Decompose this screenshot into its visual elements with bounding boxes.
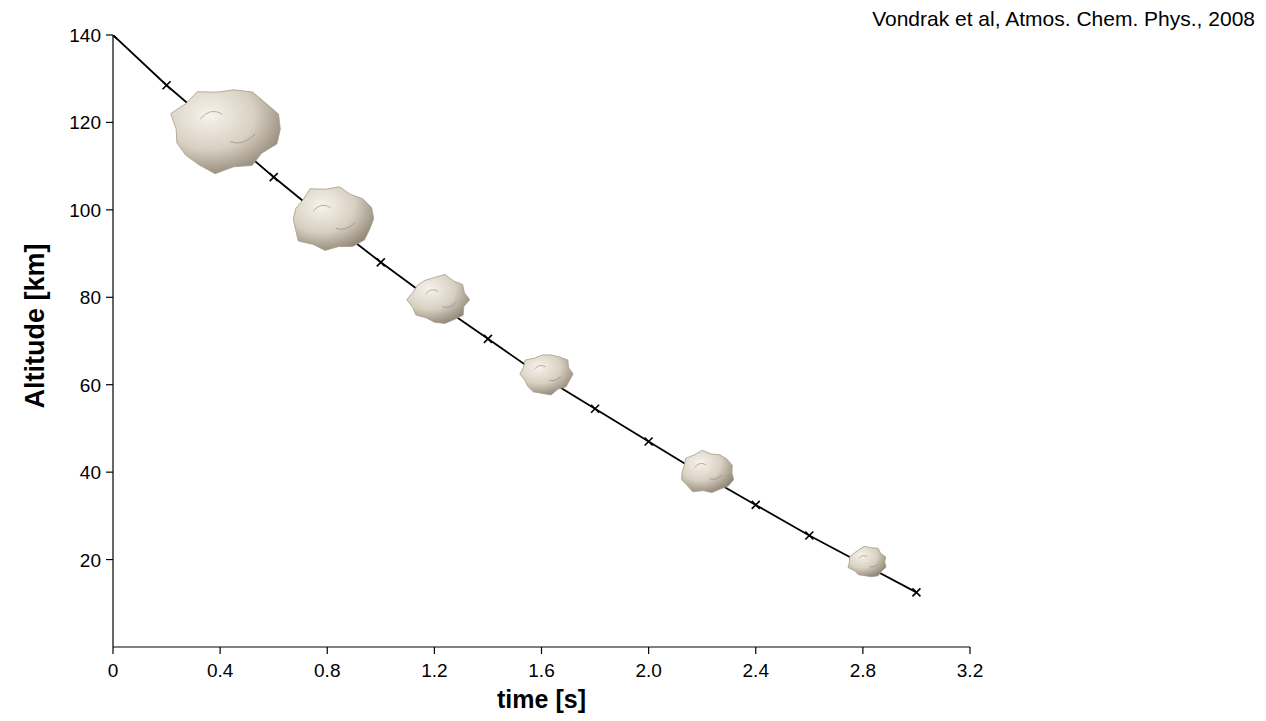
rock-texture xyxy=(336,223,355,230)
y-tick-label: 120 xyxy=(69,112,101,133)
data-marker xyxy=(270,173,278,181)
x-tick xyxy=(434,647,435,654)
data-marker xyxy=(645,438,653,446)
y-tick-label: 100 xyxy=(69,200,101,221)
rock-body xyxy=(407,275,470,324)
x-tick-label: 2.0 xyxy=(635,660,661,681)
rock-texture xyxy=(425,290,438,294)
x-tick-label: 0.4 xyxy=(207,660,234,681)
rock-texture xyxy=(695,463,706,467)
x-tick-label: 0.8 xyxy=(314,660,340,681)
y-tick xyxy=(106,34,113,35)
axes: 0 0.4 0.8 1.2 1.6 2.0 2.4 2.8 3.2 20 40 60 80 100 120 1… xyxy=(69,25,983,681)
data-line xyxy=(113,35,916,592)
y-tick xyxy=(106,209,113,210)
y-tick xyxy=(106,297,113,298)
data-marker xyxy=(377,258,385,266)
x-tick xyxy=(862,647,863,654)
rock-texture xyxy=(442,302,456,307)
data-marker xyxy=(484,335,492,343)
x-tick-label: 1.6 xyxy=(528,660,554,681)
data-marker xyxy=(805,532,813,540)
x-tick xyxy=(220,647,221,654)
x-tick-label: 1.2 xyxy=(421,660,447,681)
meteoroid-illustration xyxy=(682,450,734,492)
y-tick-label: 20 xyxy=(80,550,101,571)
y-tick xyxy=(106,384,113,385)
x-tick-label: 2.4 xyxy=(743,660,770,681)
x-tick-label: 2.8 xyxy=(850,660,876,681)
rock-texture xyxy=(549,376,561,380)
rock-body xyxy=(171,90,281,174)
y-tick-label: 140 xyxy=(69,25,101,46)
y-tick-label: 40 xyxy=(80,462,101,483)
rock-texture xyxy=(313,205,330,211)
x-tick-label: 3.2 xyxy=(957,660,983,681)
rock-texture xyxy=(710,475,723,479)
x-tick xyxy=(112,647,113,654)
rock-texture xyxy=(859,556,867,559)
x-tick xyxy=(969,647,970,654)
data-marker xyxy=(163,81,171,89)
plot-area xyxy=(113,35,920,596)
rock-body xyxy=(520,355,573,395)
y-tick xyxy=(106,122,113,123)
y-axis-title: Altitude [km] xyxy=(20,244,50,409)
y-tick xyxy=(106,472,113,473)
x-tick xyxy=(327,647,328,654)
rock-texture xyxy=(230,134,255,143)
y-axis-line xyxy=(112,35,113,647)
meteoroid-illustration xyxy=(293,187,373,251)
data-marker xyxy=(113,35,117,39)
annotation: Vondrak et al, Atmos. Chem. Phys., 2008 xyxy=(872,7,1255,30)
rock-body xyxy=(682,450,734,492)
data-marker xyxy=(591,405,599,413)
x-tick xyxy=(648,647,649,654)
rock-body xyxy=(293,187,373,251)
meteoroid-illustration xyxy=(848,546,886,577)
x-axis-title: time [s] xyxy=(497,685,586,713)
x-tick-label: 0 xyxy=(108,660,119,681)
rock-texture xyxy=(870,564,879,567)
y-tick-label: 60 xyxy=(80,375,101,396)
meteoroid-illustration xyxy=(407,275,470,324)
data-marker xyxy=(752,501,760,509)
y-tick xyxy=(106,559,113,560)
meteoroid-illustration xyxy=(520,355,573,395)
x-tick xyxy=(541,647,542,654)
x-tick xyxy=(755,647,756,654)
rock-body xyxy=(848,546,886,577)
data-marker xyxy=(912,588,920,596)
meteoroid-illustration xyxy=(171,90,281,174)
rock-texture xyxy=(535,365,546,369)
y-tick-label: 80 xyxy=(80,287,101,308)
rock-texture xyxy=(200,111,223,119)
